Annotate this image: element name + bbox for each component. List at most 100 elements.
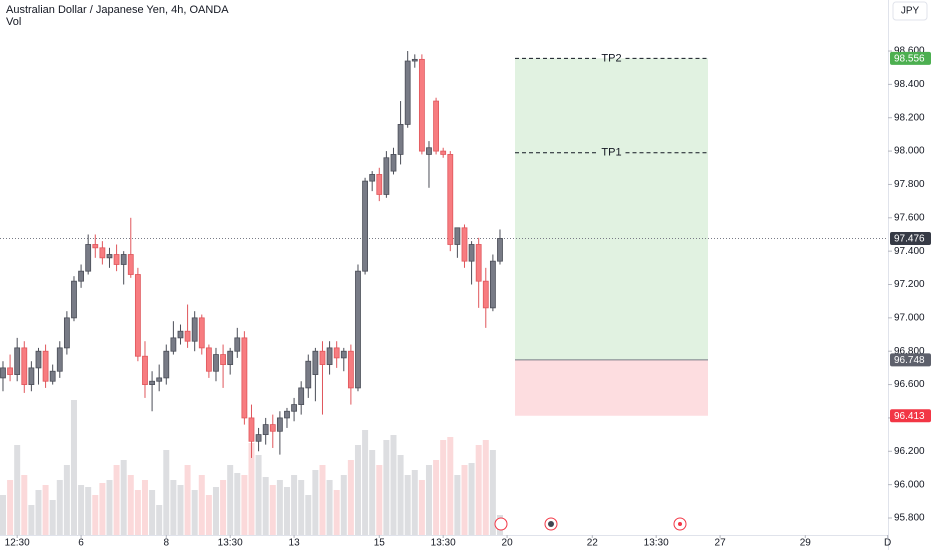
volume-bar bbox=[418, 480, 425, 535]
volume-bar bbox=[454, 475, 461, 535]
volume-bar bbox=[255, 455, 262, 535]
volume-bar bbox=[163, 450, 170, 535]
candle-body bbox=[92, 244, 99, 249]
event-icon-core bbox=[548, 521, 554, 527]
candle-body bbox=[142, 355, 148, 385]
candle-body bbox=[35, 350, 42, 369]
candle-body bbox=[461, 227, 468, 262]
y-tick-label: 98.000 bbox=[894, 146, 925, 157]
volume-bar bbox=[369, 450, 376, 535]
volume-bar bbox=[362, 430, 369, 535]
candle-body bbox=[440, 150, 447, 155]
volume-bar bbox=[92, 495, 99, 535]
candle-body bbox=[198, 317, 205, 349]
price-tag bbox=[890, 51, 931, 65]
candle-body bbox=[42, 350, 49, 382]
event-icons bbox=[494, 517, 687, 531]
candle-body bbox=[0, 367, 6, 379]
candle-body bbox=[262, 424, 269, 436]
volume-bar bbox=[440, 440, 447, 535]
y-tick-label: 98.600 bbox=[894, 46, 925, 57]
take-profit-label: TP1 bbox=[601, 147, 621, 159]
volume-bar bbox=[156, 505, 163, 535]
currency-label[interactable]: JPY bbox=[901, 6, 920, 17]
price-tag bbox=[890, 409, 931, 423]
volume-bar bbox=[49, 500, 56, 535]
candle-body bbox=[205, 347, 212, 372]
volume-bar bbox=[212, 487, 219, 535]
candle-body bbox=[255, 434, 262, 442]
candle-body bbox=[7, 367, 13, 375]
price-tag bbox=[890, 231, 931, 245]
volume-bar bbox=[269, 485, 276, 535]
candle-body bbox=[78, 270, 84, 282]
volume-bar bbox=[14, 445, 21, 535]
candle-body bbox=[276, 417, 283, 432]
candle-body bbox=[191, 317, 198, 342]
candle-body bbox=[312, 350, 319, 375]
volume-bar bbox=[227, 465, 234, 535]
volume-bar bbox=[170, 480, 177, 535]
volume-bar bbox=[63, 465, 70, 535]
candle-body bbox=[113, 254, 120, 265]
volume-bar bbox=[461, 465, 468, 535]
candle-body bbox=[21, 347, 28, 385]
candle-layer bbox=[0, 51, 503, 458]
volume-bar bbox=[184, 465, 191, 535]
candle-body bbox=[170, 337, 177, 352]
candle-body bbox=[156, 377, 163, 382]
volume-bar bbox=[404, 475, 411, 535]
candle-body bbox=[433, 100, 439, 152]
x-tick-label: 27 bbox=[715, 538, 727, 549]
currency-button[interactable] bbox=[892, 1, 928, 21]
y-tick-label: 97.800 bbox=[894, 179, 925, 190]
candle-body bbox=[120, 254, 127, 265]
candle-body bbox=[163, 350, 170, 379]
volume-bar bbox=[127, 475, 134, 535]
candle-body bbox=[184, 330, 191, 342]
volume-bar bbox=[70, 400, 77, 535]
volume-bar bbox=[35, 490, 42, 535]
candle-body bbox=[411, 58, 418, 62]
candle-body bbox=[362, 180, 368, 272]
candle-body bbox=[497, 238, 503, 262]
volume-bar bbox=[78, 485, 85, 535]
candle-body bbox=[227, 350, 234, 365]
loss-zone bbox=[515, 359, 708, 416]
volume-bar bbox=[411, 470, 418, 535]
volume-bar bbox=[28, 505, 35, 535]
candle-body bbox=[106, 254, 113, 259]
volume-bar bbox=[262, 477, 269, 535]
candle-body bbox=[369, 174, 376, 182]
x-tick-label: 6 bbox=[78, 538, 84, 549]
candle-body bbox=[220, 354, 226, 365]
candle-body bbox=[134, 274, 141, 357]
volume-bar bbox=[120, 460, 127, 535]
volume-bar bbox=[447, 437, 454, 535]
candle-body bbox=[333, 347, 340, 359]
price-tag-label: 96.748 bbox=[894, 355, 925, 366]
y-tick-label: 97.400 bbox=[894, 246, 925, 257]
candle-body bbox=[468, 244, 475, 262]
x-tick-label: 13:30 bbox=[431, 538, 456, 549]
candle-body bbox=[284, 410, 290, 419]
candle-body bbox=[28, 367, 35, 385]
volume-bar bbox=[220, 480, 227, 535]
candle-body bbox=[291, 404, 297, 412]
volume-bar bbox=[0, 495, 6, 535]
axis-layer: 98.600 98.400 98.200 98.000 97.800 97.600 97.4… bbox=[5, 46, 931, 549]
x-tick-label: D bbox=[884, 538, 891, 549]
event-icon[interactable] bbox=[494, 517, 508, 531]
x-tick-label: 20 bbox=[502, 538, 514, 549]
x-tick-label: 13:30 bbox=[644, 538, 669, 549]
candle-body bbox=[489, 260, 496, 309]
candle-body bbox=[383, 157, 390, 195]
volume-bar bbox=[106, 480, 113, 535]
candle-body bbox=[177, 330, 184, 339]
y-tick-label: 95.800 bbox=[894, 513, 925, 524]
candle-body bbox=[418, 58, 425, 152]
candle-body bbox=[326, 347, 333, 365]
candle-body bbox=[404, 60, 411, 125]
volume-bar bbox=[248, 443, 255, 535]
